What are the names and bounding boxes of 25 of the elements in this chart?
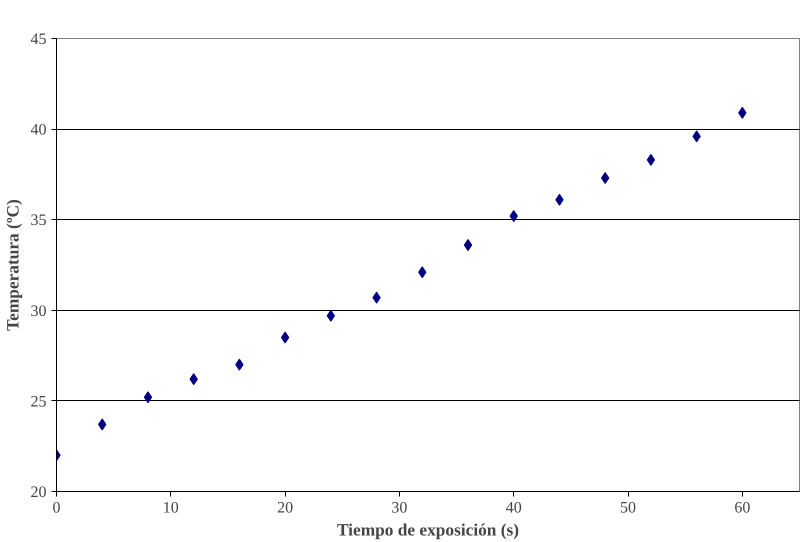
x-tick-label: 60 [734, 500, 750, 516]
point [235, 358, 244, 371]
y-tick-label: 30 [30, 302, 46, 320]
y-tick-label: 40 [30, 122, 46, 139]
point [646, 154, 656, 166]
point [692, 130, 701, 142]
x-tick-label: 20 [277, 500, 294, 516]
y-tick-label: 35 [30, 212, 46, 230]
y-tick-label: 20 [30, 484, 46, 501]
x-tick-label: 40 [506, 500, 522, 516]
x-axis-title: Tiempo de exposición (s) [336, 520, 520, 540]
point [464, 239, 472, 252]
x-tick-label: 50 [620, 500, 636, 516]
y-tick-label: 45 [30, 31, 46, 48]
x-tick-label: 0 [52, 500, 60, 516]
y-tick-label: 25 [30, 393, 46, 410]
point [326, 310, 336, 322]
point [372, 292, 381, 304]
point [280, 331, 290, 344]
y-axis-title: Temperatura (ºC) [4, 198, 22, 331]
point [738, 106, 747, 119]
point [144, 391, 152, 404]
x-tick-label: 10 [162, 500, 179, 516]
point [555, 194, 564, 206]
x-tick-label: 30 [391, 500, 408, 516]
